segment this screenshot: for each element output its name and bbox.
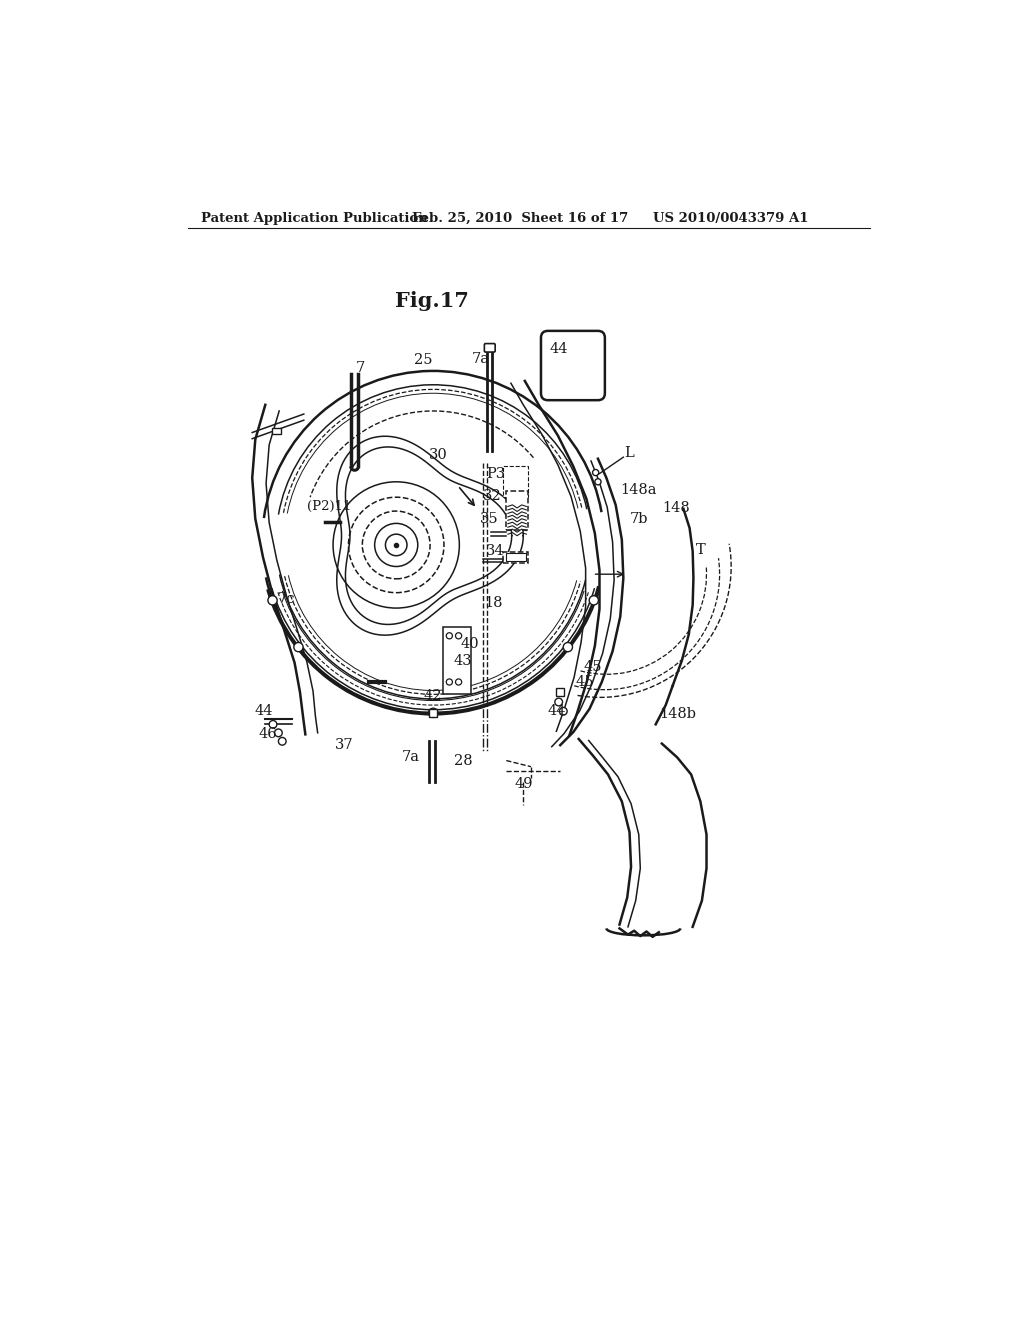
- Circle shape: [446, 678, 453, 685]
- Circle shape: [446, 632, 453, 639]
- Text: 7a: 7a: [472, 351, 489, 366]
- Circle shape: [279, 738, 286, 744]
- Circle shape: [294, 643, 303, 652]
- Bar: [506, 553, 525, 561]
- Text: 148b: 148b: [658, 708, 695, 721]
- Text: 7c: 7c: [278, 591, 295, 606]
- Text: 32: 32: [482, 488, 501, 503]
- Text: 25: 25: [414, 354, 432, 367]
- Circle shape: [595, 479, 601, 484]
- FancyBboxPatch shape: [484, 343, 496, 352]
- Bar: [272, 428, 282, 434]
- Text: 40: 40: [460, 636, 478, 651]
- FancyBboxPatch shape: [541, 331, 605, 400]
- Text: 44: 44: [255, 705, 273, 718]
- Text: 7b: 7b: [630, 512, 648, 525]
- Circle shape: [563, 643, 572, 652]
- Text: 7: 7: [355, 360, 365, 375]
- Text: 44: 44: [550, 342, 568, 356]
- Text: 18: 18: [484, 597, 503, 610]
- Text: 34: 34: [486, 544, 505, 558]
- Text: 148: 148: [662, 502, 689, 515]
- Circle shape: [589, 595, 598, 605]
- Circle shape: [429, 708, 438, 718]
- Bar: [429, 709, 437, 717]
- Circle shape: [269, 721, 276, 729]
- Text: 49: 49: [515, 776, 534, 791]
- Text: 35: 35: [480, 512, 499, 525]
- Bar: [506, 491, 528, 529]
- Circle shape: [456, 678, 462, 685]
- Text: 7a: 7a: [401, 751, 420, 764]
- Text: 37: 37: [335, 738, 354, 752]
- Bar: [503, 552, 528, 562]
- Text: 44: 44: [548, 705, 566, 718]
- Circle shape: [456, 632, 462, 639]
- Bar: [556, 688, 564, 696]
- Text: 28: 28: [454, 754, 472, 767]
- Circle shape: [274, 729, 283, 737]
- Text: L: L: [625, 446, 635, 459]
- Text: Patent Application Publication: Patent Application Publication: [202, 213, 428, 224]
- Text: US 2010/0043379 A1: US 2010/0043379 A1: [652, 213, 808, 224]
- Circle shape: [593, 470, 599, 475]
- Text: 148a: 148a: [621, 483, 657, 496]
- Text: Fig.17: Fig.17: [395, 290, 469, 310]
- Text: 30: 30: [429, 447, 447, 462]
- Text: T: T: [695, 543, 706, 557]
- Text: 42: 42: [423, 689, 441, 702]
- Bar: [503, 466, 528, 498]
- Circle shape: [559, 708, 567, 715]
- Text: 45: 45: [575, 675, 594, 689]
- Text: 46: 46: [258, 727, 276, 742]
- Text: 45: 45: [584, 660, 602, 673]
- Text: (P2)11: (P2)11: [307, 500, 351, 513]
- Text: P3: P3: [486, 467, 505, 480]
- Circle shape: [268, 595, 278, 605]
- Bar: [443, 627, 471, 693]
- Circle shape: [555, 698, 562, 706]
- Text: 43: 43: [454, 655, 472, 668]
- Text: Feb. 25, 2010  Sheet 16 of 17: Feb. 25, 2010 Sheet 16 of 17: [412, 213, 628, 224]
